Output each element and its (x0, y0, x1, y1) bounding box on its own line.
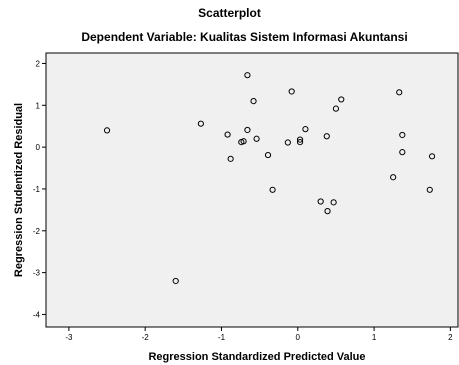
x-axis: -3 -2 -1 0 1 2 (65, 327, 453, 342)
y-tick-label: 0 (36, 143, 41, 152)
scatter-point (253, 135, 260, 142)
chart-subtitle: Dependent Variable: Kualitas Sistem Info… (81, 30, 408, 44)
scatter-point (390, 174, 397, 181)
scatter-point (269, 186, 276, 193)
scatter-point (224, 131, 231, 138)
scatter-point (296, 136, 304, 143)
scatter-point (288, 88, 295, 95)
scatter-point (244, 72, 251, 79)
scatter-point (338, 96, 345, 103)
scatter-point (227, 155, 234, 162)
scatter-point (302, 126, 309, 133)
scatter-point (250, 98, 257, 105)
x-tick-label: -3 (65, 333, 73, 342)
scatter-point (172, 277, 179, 285)
scatter-point (323, 133, 330, 140)
x-tick-label: 0 (296, 333, 301, 342)
scatter-point (103, 127, 111, 134)
scatter-point (396, 89, 403, 96)
scatter-point (324, 208, 331, 215)
x-axis-label: Regression Standardized Predicted Value (148, 351, 365, 363)
scatter-point (264, 151, 272, 159)
scatter-point (197, 120, 204, 127)
scatter-point (296, 139, 304, 146)
scatter-point (284, 139, 291, 146)
scatter-point (317, 198, 324, 205)
scatter-point (244, 126, 251, 134)
y-tick-label: 2 (36, 59, 41, 68)
x-tick-label: 2 (448, 333, 453, 342)
x-tick-label: 1 (372, 333, 377, 342)
y-tick-label: -3 (33, 269, 41, 278)
y-axis-label: Regression Studentized Residual (13, 103, 25, 277)
scatter-point (426, 186, 433, 193)
y-tick-label: -1 (33, 185, 41, 194)
scatter-point (332, 105, 340, 112)
scatter-point (428, 153, 436, 160)
y-tick-label: -4 (33, 310, 41, 319)
chart-title: Scatterplot (198, 6, 261, 20)
y-tick-label: -2 (33, 227, 41, 236)
scatter-point (399, 131, 406, 139)
x-tick-label: -1 (218, 333, 226, 342)
plot-area (45, 52, 459, 328)
y-tick-label: 1 (36, 101, 41, 110)
scatter-point (240, 138, 247, 145)
data-points (103, 72, 436, 285)
y-axis: 2 1 0 -1 -2 -3 -4 (33, 59, 46, 319)
scatter-point (399, 149, 406, 156)
scatter-point (330, 199, 337, 206)
x-tick-label: -2 (142, 333, 150, 342)
